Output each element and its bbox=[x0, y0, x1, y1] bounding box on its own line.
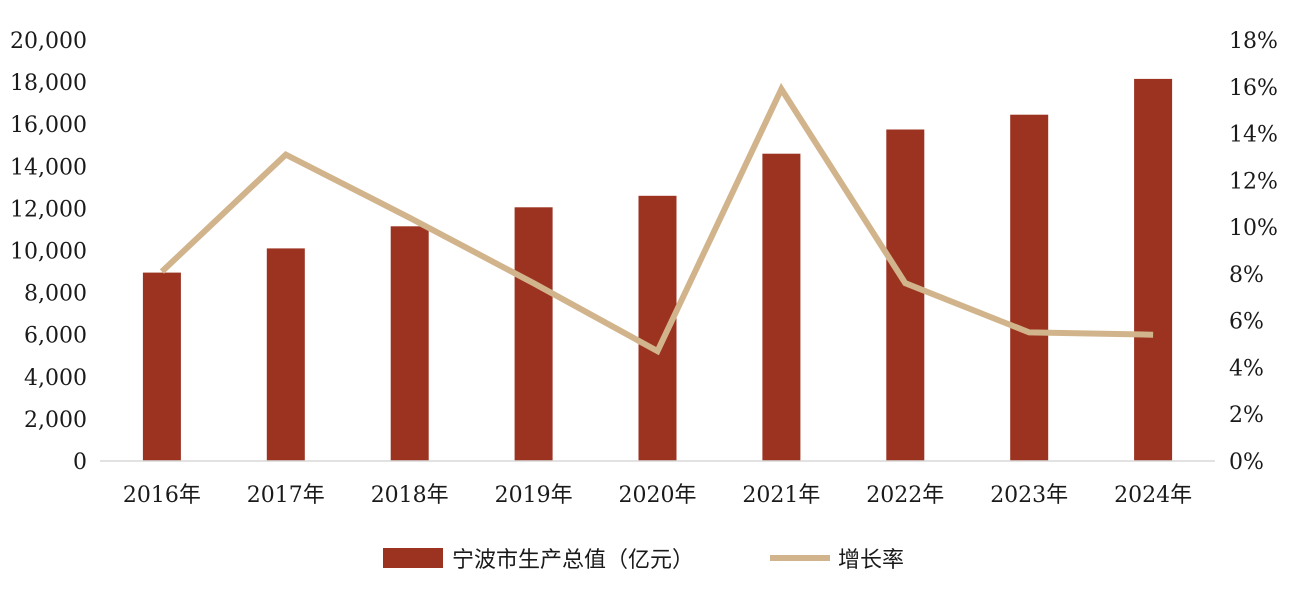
left-tick-label: 16,000 bbox=[10, 113, 87, 138]
bar-2023年 bbox=[1010, 114, 1049, 461]
right-tick-label: 12% bbox=[1229, 169, 1278, 194]
bar-2016年 bbox=[142, 272, 181, 461]
right-tick-label: 0% bbox=[1229, 450, 1264, 475]
x-tick-label: 2020年 bbox=[619, 483, 697, 508]
x-tick-label: 2023年 bbox=[990, 483, 1068, 508]
x-tick-label: 2016年 bbox=[123, 483, 201, 508]
x-tick-label: 2021年 bbox=[742, 483, 820, 508]
left-tick-label: 8,000 bbox=[24, 282, 87, 307]
bar-2021年 bbox=[762, 153, 801, 461]
x-tick-label: 2017年 bbox=[247, 483, 325, 508]
left-tick-label: 2,000 bbox=[24, 408, 87, 433]
right-tick-label: 2% bbox=[1229, 403, 1264, 428]
right-axis-ticks: 0% 2% 4% 6% 8% 10% 12% 14% 16% 18% bbox=[1229, 29, 1278, 475]
line-layer bbox=[159, 82, 1154, 356]
left-tick-label: 4,000 bbox=[24, 366, 87, 391]
right-tick-label: 10% bbox=[1229, 216, 1278, 241]
bar-2017年 bbox=[266, 248, 305, 461]
legend: 宁波市生产总值（亿元） 增长率 bbox=[383, 548, 904, 573]
right-tick-label: 8% bbox=[1229, 263, 1264, 288]
left-tick-label: 12,000 bbox=[10, 197, 87, 222]
right-tick-label: 16% bbox=[1229, 76, 1278, 101]
right-tick-label: 6% bbox=[1229, 310, 1264, 335]
x-axis-ticks: 2016年 2017年 2018年 2019年 2020年 2021年 2022年 2023年… bbox=[123, 483, 1192, 508]
bar-2018年 bbox=[390, 226, 429, 461]
legend-swatch-gdp bbox=[383, 548, 443, 568]
right-tick-label: 4% bbox=[1229, 356, 1264, 381]
bars-layer bbox=[142, 78, 1173, 462]
left-tick-label: 18,000 bbox=[10, 71, 87, 96]
right-tick-label: 18% bbox=[1229, 29, 1278, 54]
x-tick-label: 2022年 bbox=[866, 483, 944, 508]
legend-label-growth: 增长率 bbox=[838, 548, 904, 573]
left-tick-label: 6,000 bbox=[24, 324, 87, 349]
bar-2024年 bbox=[1134, 78, 1173, 462]
right-tick-label: 14% bbox=[1229, 123, 1278, 148]
left-tick-label: 14,000 bbox=[10, 155, 87, 180]
left-tick-label: 0 bbox=[73, 450, 87, 475]
x-tick-label: 2019年 bbox=[495, 483, 573, 508]
x-tick-label: 2018年 bbox=[371, 483, 449, 508]
legend-label-gdp: 宁波市生产总值（亿元） bbox=[452, 548, 694, 573]
left-axis-ticks: 0 2,000 4,000 6,000 8,000 10,000 12,000 14,000 1… bbox=[10, 29, 87, 475]
left-tick-label: 20,000 bbox=[10, 29, 87, 54]
x-tick-label: 2024年 bbox=[1114, 483, 1192, 508]
left-tick-label: 10,000 bbox=[10, 240, 87, 265]
bar-2019年 bbox=[514, 207, 553, 461]
bar-2022年 bbox=[886, 129, 925, 461]
